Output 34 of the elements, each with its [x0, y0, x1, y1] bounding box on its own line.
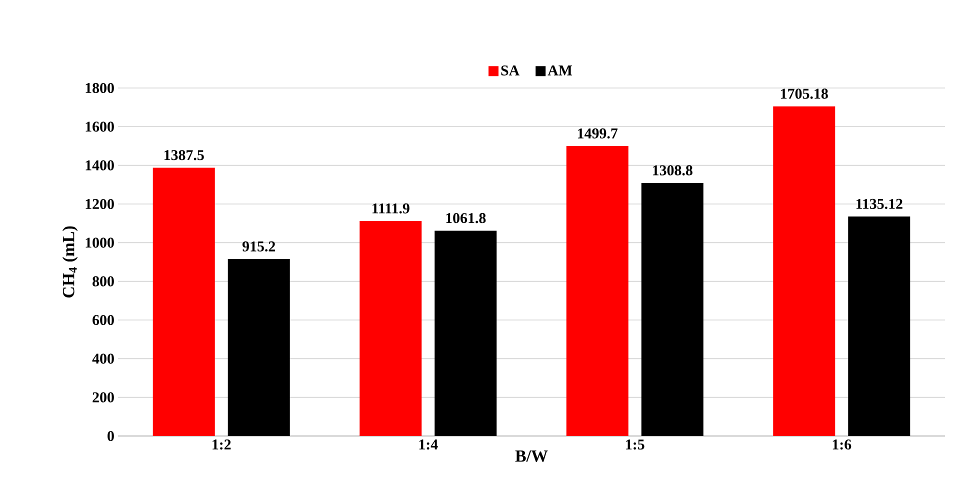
data-label: 1705.18 [781, 88, 828, 99]
x-tick-label: 1:2 [212, 440, 231, 450]
bar [152, 168, 215, 436]
legend-label: AM [548, 65, 572, 76]
y-tick-label: 1800 [86, 82, 114, 94]
data-label: 1308.8 [653, 165, 692, 176]
data-label: 1111.9 [372, 203, 410, 214]
y-tick-label: 1400 [86, 160, 114, 170]
bar [848, 216, 910, 436]
x-tick-label: 1:6 [832, 440, 852, 450]
y-tick-label: 600 [92, 314, 114, 326]
data-label: 1387.5 [164, 150, 204, 160]
data-label: 1135.12 [856, 198, 902, 210]
y-tick-label: 800 [92, 276, 114, 286]
y-tick-label: 1600 [86, 122, 114, 132]
data-label: 1499.7 [578, 128, 618, 139]
legend-label: SA [501, 65, 520, 76]
y-axis-title: CH$_{4}$ (mL) [62, 226, 78, 298]
bar [773, 106, 836, 436]
y-tick-label: 1000 [86, 238, 114, 248]
y-tick-label: 0 [108, 430, 114, 442]
x-axis-title: B/W [515, 450, 548, 462]
y-tick-label: 400 [92, 354, 114, 364]
bar [641, 182, 704, 436]
data-label: 915.2 [242, 241, 276, 252]
x-tick-label: 1:5 [626, 440, 644, 450]
bar [228, 259, 290, 436]
bar [434, 230, 497, 436]
bar [360, 221, 422, 436]
x-tick-label: 1:4 [419, 440, 438, 450]
y-tick-label: 1200 [86, 198, 114, 210]
data-label: 1061.8 [446, 213, 486, 224]
y-tick-label: 200 [92, 392, 114, 402]
bar [566, 146, 628, 436]
